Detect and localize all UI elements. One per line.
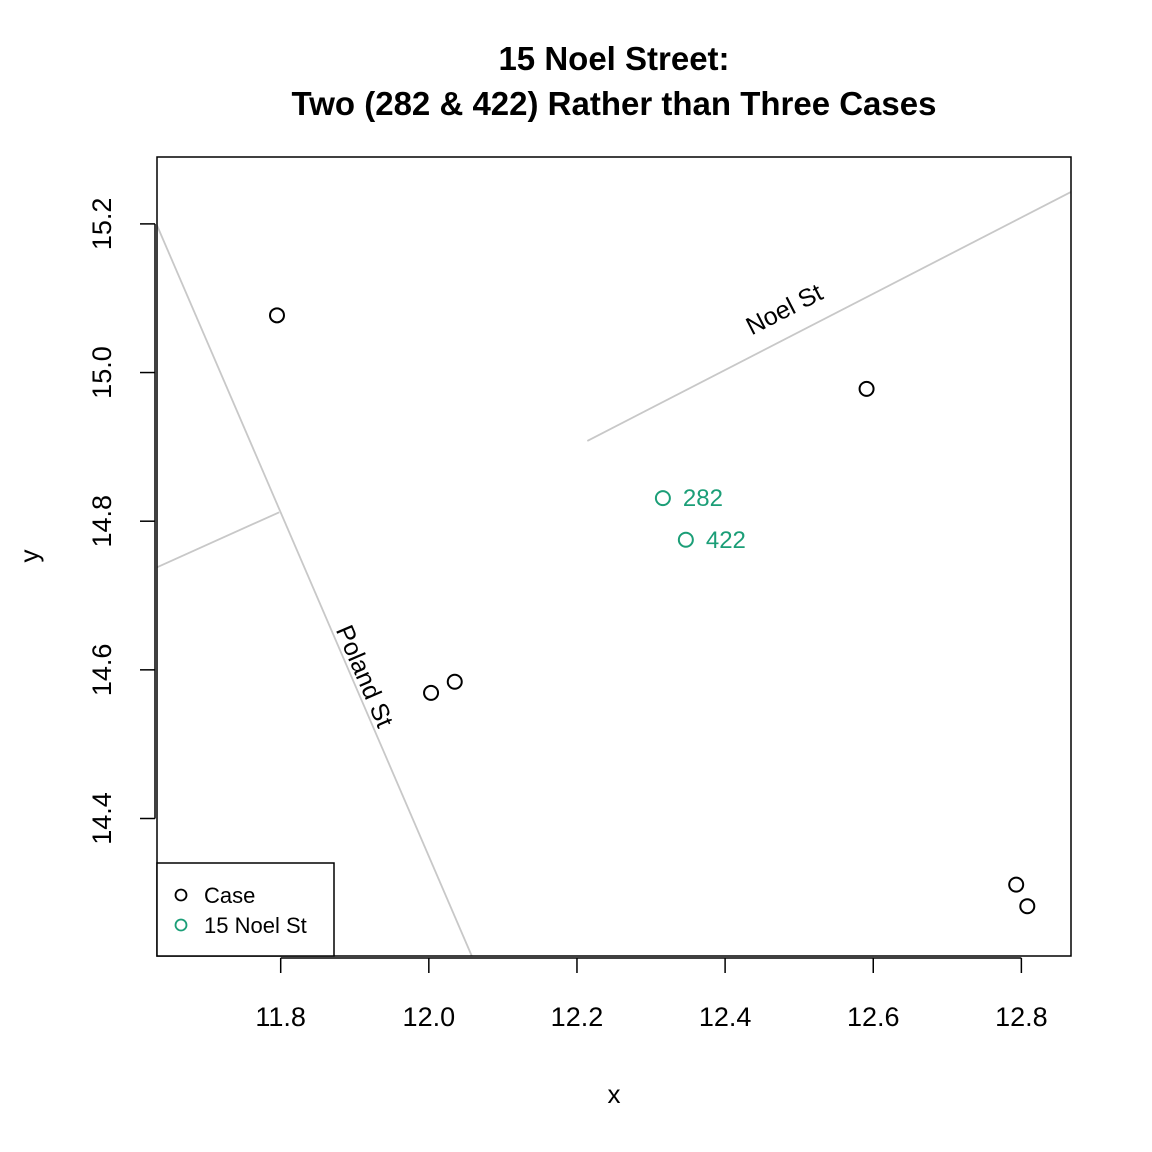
- x-axis: 11.8 12.0 12.2 12.4 12.6 12.8: [255, 957, 1048, 1032]
- y-tick-label-14.6: 14.6: [87, 644, 117, 697]
- legend-marker-case: [174, 888, 188, 902]
- legend-box: [156, 862, 335, 957]
- x-tick-label-12.4: 12.4: [699, 1002, 752, 1032]
- y-tick-label-14.8: 14.8: [87, 495, 117, 548]
- street-label-noel-st: Noel St: [742, 278, 828, 340]
- street-line-side-street: [156, 511, 280, 569]
- legend: Case 15 Noel St: [156, 862, 335, 957]
- point-case-1: [268, 307, 285, 324]
- point-case-2: [858, 380, 875, 397]
- point-case-4: [446, 673, 463, 690]
- chart-title-line-2: Two (282 & 422) Rather than Three Cases: [292, 85, 937, 122]
- x-tick-label-12.6: 12.6: [847, 1002, 900, 1032]
- y-axis: 14.4 14.6 14.8 15.0 15.2: [87, 198, 156, 845]
- point-case-6: [1019, 898, 1036, 915]
- x-tick-label-11.8: 11.8: [255, 1002, 306, 1032]
- x-tick-label-12.2: 12.2: [551, 1002, 604, 1032]
- x-tick-label-12.0: 12.0: [403, 1002, 456, 1032]
- legend-marker-15-noel-st: [174, 918, 188, 932]
- point-case-3: [423, 684, 440, 701]
- point-label-282: 282: [683, 485, 723, 512]
- data-points: 282 422: [268, 307, 1036, 915]
- street-line-noel-st: [586, 191, 1072, 442]
- street-line-poland-st: [156, 225, 473, 957]
- legend-label-15-noel-st: 15 Noel St: [204, 913, 307, 938]
- y-tick-label-15.0: 15.0: [87, 346, 117, 399]
- point-15-noel-st-1: [654, 490, 671, 507]
- x-axis-label: x: [608, 1079, 621, 1109]
- street-lines: Noel St Poland St: [156, 191, 1072, 957]
- plot-frame: [156, 156, 1072, 957]
- point-label-422: 422: [706, 527, 746, 554]
- legend-label-case: Case: [204, 883, 255, 908]
- point-case-5: [1008, 876, 1025, 893]
- y-tick-label-14.4: 14.4: [87, 792, 117, 845]
- street-label-poland-st: Poland St: [330, 621, 399, 732]
- y-axis-label: y: [14, 550, 44, 563]
- y-tick-label-15.2: 15.2: [87, 198, 117, 251]
- chart-title-line-1: 15 Noel Street:: [498, 40, 729, 77]
- point-15-noel-st-2: [677, 531, 694, 548]
- x-tick-label-12.8: 12.8: [995, 1002, 1048, 1032]
